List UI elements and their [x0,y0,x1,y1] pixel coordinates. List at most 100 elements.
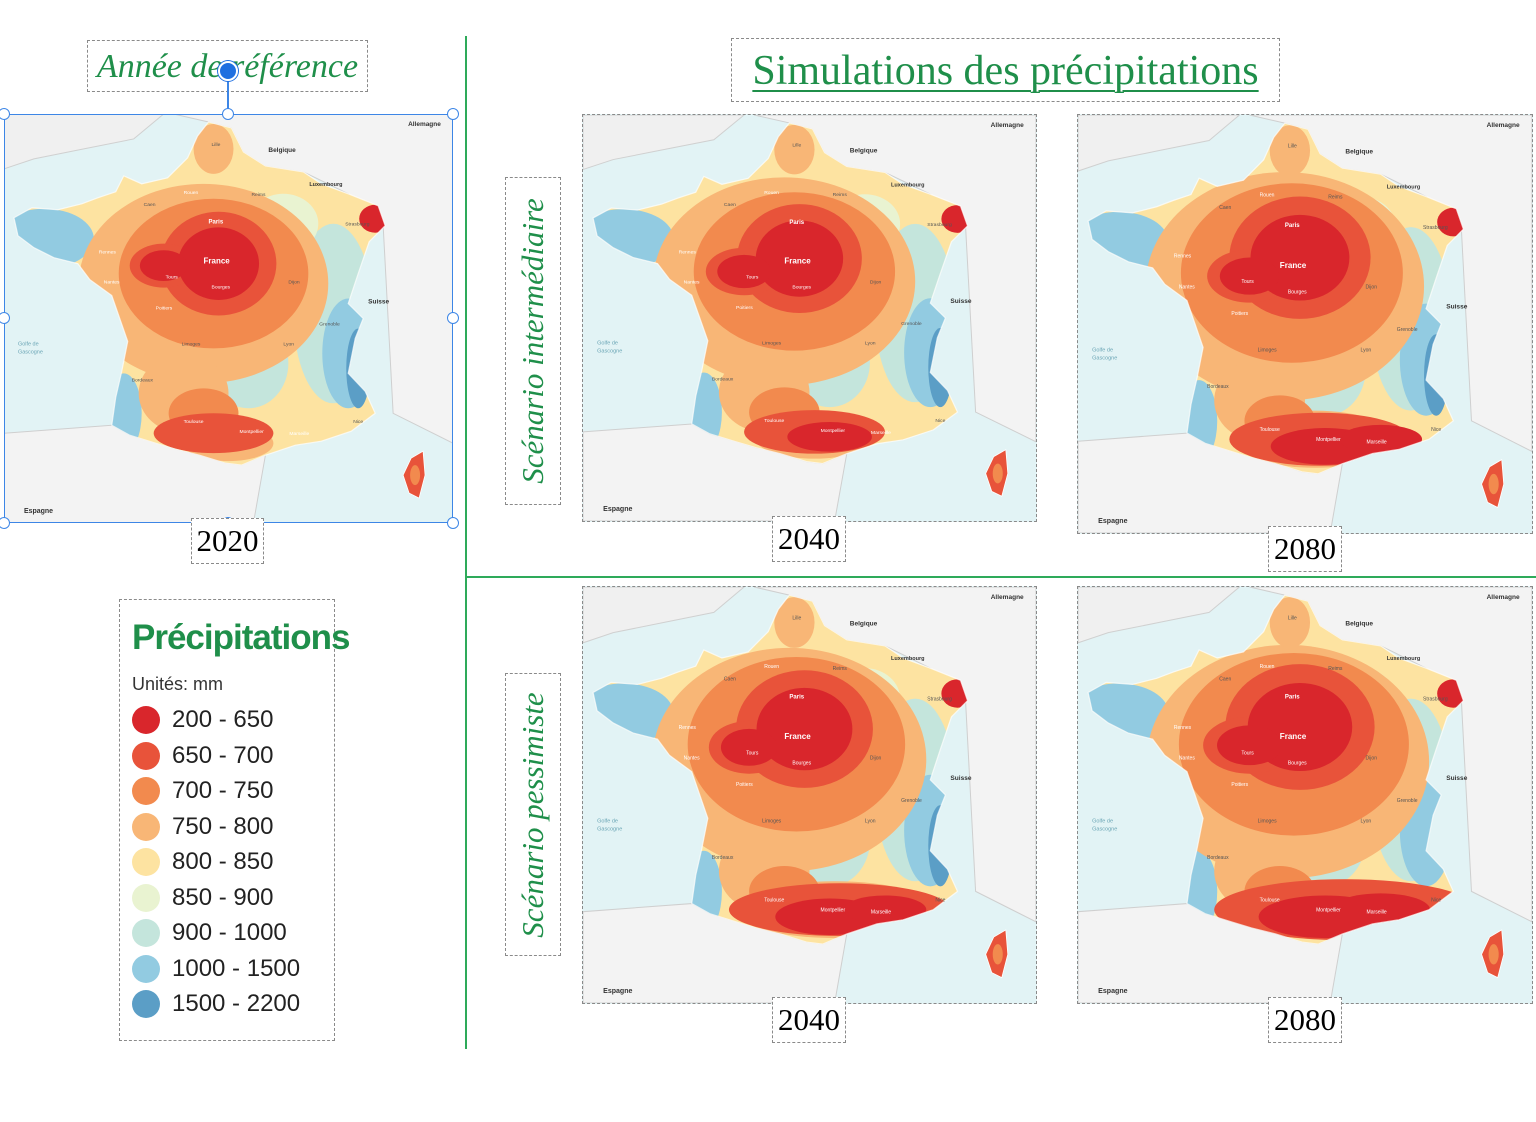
legend-item: 1000 - 1500 [132,954,300,984]
svg-text:France: France [784,732,811,741]
svg-text:Caen: Caen [1219,676,1231,682]
legend-swatch [132,990,160,1018]
svg-text:Grenoble: Grenoble [1397,798,1418,804]
svg-text:Suisse: Suisse [950,775,971,782]
svg-text:Marseille: Marseille [289,431,309,437]
svg-text:Lyon: Lyon [283,341,294,347]
svg-text:Poitiers: Poitiers [1231,311,1248,317]
horizontal-divider [467,576,1536,578]
map-intermediate-2080[interactable]: France Paris Belgique Espagne Suisse Allemagn… [1077,114,1533,534]
svg-text:Rouen: Rouen [1260,664,1275,670]
resize-handle-tm[interactable] [222,108,234,120]
svg-text:Poitiers: Poitiers [1231,782,1248,788]
svg-text:Lyon: Lyon [1360,818,1371,824]
svg-text:Strasbourg: Strasbourg [1423,697,1448,703]
svg-text:Rennes: Rennes [99,250,117,256]
legend-item: 200 - 650 [132,705,273,735]
legend-title: Précipitations [132,618,350,657]
legend-item: 850 - 900 [132,883,273,913]
svg-text:France: France [1280,732,1307,741]
precipitation-map-graphic: France Paris Belgique Espagne Suisse Allemagn… [4,114,453,523]
resize-handle-ml[interactable] [0,312,10,324]
svg-text:Rennes: Rennes [1174,725,1192,731]
svg-text:Montpellier: Montpellier [821,908,846,914]
svg-text:Marseille: Marseille [1367,910,1387,916]
svg-text:Nice: Nice [353,419,363,425]
svg-text:Rouen: Rouen [764,664,779,670]
svg-text:Lyon: Lyon [865,818,876,824]
svg-text:Toulouse: Toulouse [764,898,784,904]
svg-text:Reims: Reims [1328,666,1343,672]
svg-text:Montpellier: Montpellier [1316,437,1341,443]
svg-text:Gascogne: Gascogne [597,826,622,832]
map-pessimistic-2040[interactable]: France Paris Belgique Espagne Suisse Allemagn… [582,586,1037,1004]
map-reference-2020[interactable]: France Paris Belgique Espagne Suisse Allemagn… [4,114,453,523]
svg-text:Caen: Caen [1219,205,1231,211]
svg-text:Rennes: Rennes [1174,254,1192,260]
resize-handle-bl[interactable] [0,517,10,529]
svg-text:Marseille: Marseille [1367,439,1387,445]
svg-text:Poitiers: Poitiers [156,306,173,312]
scenario-pessimistic-label: Scénario pessimiste [505,673,561,956]
year-label-pessimistic-2080: 2080 [1268,997,1342,1043]
svg-text:Strasbourg: Strasbourg [927,222,952,228]
svg-text:Lyon: Lyon [865,341,876,347]
svg-text:Luxembourg: Luxembourg [891,182,924,188]
scenario-intermediate-label: Scénario intermédiaire [505,177,561,505]
svg-text:Nantes: Nantes [684,279,700,285]
rotation-handle[interactable] [218,61,238,81]
legend-swatch [132,848,160,876]
legend-item: 900 - 1000 [132,918,287,948]
simulations-title: Simulations des précipitations [731,38,1280,102]
legend-label: 700 - 750 [172,777,274,804]
svg-text:Dijon: Dijon [288,280,300,286]
svg-text:Reims: Reims [833,192,848,198]
svg-text:Rennes: Rennes [679,250,697,256]
svg-text:Gascogne: Gascogne [597,349,622,355]
resize-handle-tl[interactable] [0,108,10,120]
svg-text:Lille: Lille [1288,615,1297,621]
svg-text:Montpellier: Montpellier [821,428,846,434]
svg-text:Nice: Nice [935,898,945,904]
svg-text:Toulouse: Toulouse [184,419,204,425]
svg-text:Paris: Paris [789,220,804,226]
svg-text:Nantes: Nantes [684,755,700,761]
legend-label: 800 - 850 [172,848,274,875]
svg-text:Espagne: Espagne [603,506,632,513]
svg-text:Nantes: Nantes [104,280,120,286]
svg-text:Lyon: Lyon [1360,348,1371,354]
svg-text:Luxembourg: Luxembourg [1387,656,1421,662]
svg-text:Bourges: Bourges [792,761,811,767]
map-pessimistic-2080[interactable]: France Paris Belgique Espagne Suisse Allemagn… [1077,586,1533,1004]
legend-units: Unités: mm [132,674,224,694]
legend-item: 650 - 700 [132,741,273,771]
legend-label: 200 - 650 [172,706,274,733]
svg-text:Luxembourg: Luxembourg [1387,184,1421,190]
svg-text:Caen: Caen [144,202,156,208]
svg-text:Golfe de: Golfe de [1092,348,1113,354]
svg-text:Nantes: Nantes [1179,284,1195,290]
svg-text:Bourges: Bourges [1288,289,1307,295]
legend-swatch [132,741,160,770]
legend-swatch [132,919,160,947]
svg-text:Dijon: Dijon [870,279,882,285]
svg-text:Belgique: Belgique [850,148,878,155]
svg-text:Luxembourg: Luxembourg [309,182,342,188]
resize-handle-mr[interactable] [447,312,459,324]
resize-handle-br[interactable] [447,517,459,529]
svg-text:Bordeaux: Bordeaux [1207,384,1229,390]
svg-text:Allemagne: Allemagne [1487,122,1520,129]
resize-handle-tr[interactable] [447,108,459,120]
svg-text:Allemagne: Allemagne [991,594,1024,601]
legend-swatch [132,706,160,734]
svg-text:Limoges: Limoges [762,818,781,824]
svg-text:Espagne: Espagne [603,988,632,995]
legend-item: 1500 - 2200 [132,989,300,1019]
svg-text:Marseille: Marseille [871,430,891,436]
svg-text:Bourges: Bourges [792,284,811,290]
svg-text:Montpellier: Montpellier [1316,908,1341,914]
map-intermediate-2040[interactable]: France Paris Belgique Espagne Suisse Allemagn… [582,114,1037,522]
precipitation-map-graphic: France Paris Belgique Espagne Suisse Allemagn… [1078,115,1532,533]
svg-text:Strasbourg: Strasbourg [345,222,370,228]
svg-text:Toulouse: Toulouse [1260,427,1280,433]
